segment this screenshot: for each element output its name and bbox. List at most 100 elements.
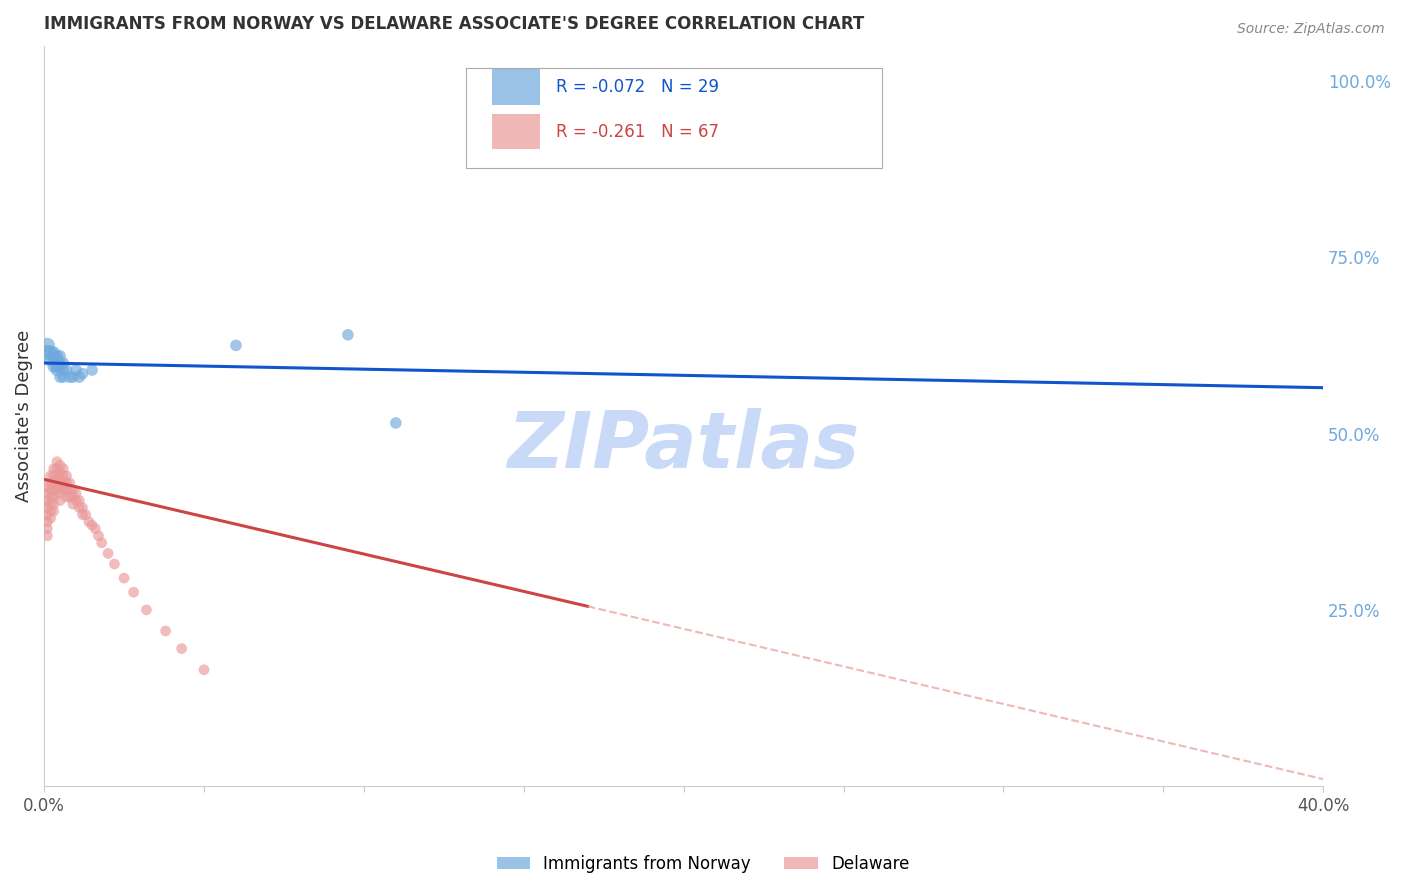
- Bar: [492, 114, 540, 149]
- Point: [45, 468, 67, 483]
- Point: [42, 352, 65, 367]
- Point: [72, 508, 94, 522]
- Point: [42, 504, 65, 518]
- Point: [52, 468, 75, 483]
- Point: [65, 486, 87, 500]
- Point: [55, 363, 77, 377]
- Point: [225, 338, 247, 352]
- Point: [45, 483, 67, 497]
- Point: [385, 416, 408, 430]
- Point: [42, 490, 65, 504]
- Point: [42, 475, 65, 490]
- Point: [45, 349, 67, 363]
- Text: Source: ZipAtlas.com: Source: ZipAtlas.com: [1237, 22, 1385, 37]
- Point: [55, 475, 77, 490]
- Legend: Immigrants from Norway, Delaware: Immigrants from Norway, Delaware: [491, 848, 915, 880]
- Point: [55, 483, 77, 497]
- Point: [65, 363, 87, 377]
- Point: [59, 490, 82, 504]
- Text: R = -0.261   N = 67: R = -0.261 N = 67: [555, 122, 718, 141]
- Point: [52, 356, 75, 370]
- Point: [90, 536, 112, 550]
- Point: [62, 483, 84, 497]
- Point: [39, 352, 62, 367]
- Point: [37, 515, 59, 529]
- Point: [67, 370, 90, 384]
- Point: [42, 359, 65, 374]
- Point: [122, 585, 145, 599]
- Point: [55, 490, 77, 504]
- Point: [59, 483, 82, 497]
- Point: [45, 356, 67, 370]
- Point: [37, 486, 59, 500]
- Point: [37, 500, 59, 515]
- Y-axis label: Associate's Degree: Associate's Degree: [15, 330, 32, 502]
- Point: [59, 370, 82, 384]
- Text: ZIPatlas: ZIPatlas: [508, 408, 859, 483]
- Point: [39, 468, 62, 483]
- Point: [39, 475, 62, 490]
- Bar: [492, 70, 540, 105]
- Point: [75, 508, 97, 522]
- Point: [49, 486, 72, 500]
- Point: [170, 641, 193, 656]
- Point: [72, 500, 94, 515]
- Point: [52, 475, 75, 490]
- Point: [45, 359, 67, 374]
- FancyBboxPatch shape: [467, 68, 882, 168]
- Point: [67, 500, 90, 515]
- Point: [42, 462, 65, 476]
- Point: [39, 504, 62, 518]
- Point: [112, 571, 135, 585]
- Point: [45, 363, 67, 377]
- Point: [77, 515, 100, 529]
- Point: [49, 472, 72, 486]
- Point: [193, 663, 215, 677]
- Point: [45, 462, 67, 476]
- Point: [49, 479, 72, 493]
- Point: [52, 370, 75, 384]
- Point: [52, 363, 75, 377]
- Point: [49, 349, 72, 363]
- Point: [39, 490, 62, 504]
- Text: R = -0.072   N = 29: R = -0.072 N = 29: [555, 78, 718, 96]
- Point: [84, 522, 107, 536]
- Text: IMMIGRANTS FROM NORWAY VS DELAWARE ASSOCIATE'S DEGREE CORRELATION CHART: IMMIGRANTS FROM NORWAY VS DELAWARE ASSOC…: [44, 15, 865, 33]
- Point: [67, 493, 90, 508]
- Point: [39, 497, 62, 511]
- Point: [87, 529, 110, 543]
- Point: [39, 483, 62, 497]
- Point: [37, 522, 59, 536]
- Point: [80, 363, 103, 377]
- Point: [39, 511, 62, 525]
- Point: [45, 455, 67, 469]
- Point: [45, 475, 67, 490]
- Point: [55, 468, 77, 483]
- Point: [80, 518, 103, 533]
- Point: [62, 370, 84, 384]
- Point: [72, 367, 94, 381]
- Point: [37, 345, 59, 359]
- Point: [42, 497, 65, 511]
- Point: [37, 493, 59, 508]
- Point: [135, 603, 157, 617]
- Point: [59, 475, 82, 490]
- Point: [49, 370, 72, 384]
- Point: [52, 462, 75, 476]
- Point: [49, 359, 72, 374]
- Point: [45, 352, 67, 367]
- Point: [42, 468, 65, 483]
- Point: [62, 497, 84, 511]
- Point: [42, 345, 65, 359]
- Point: [37, 479, 59, 493]
- Point: [39, 345, 62, 359]
- Point: [65, 493, 87, 508]
- Point: [336, 327, 359, 342]
- Point: [49, 493, 72, 508]
- Point: [52, 483, 75, 497]
- Point: [42, 483, 65, 497]
- Point: [97, 546, 120, 560]
- Point: [37, 508, 59, 522]
- Point: [49, 458, 72, 473]
- Point: [103, 557, 125, 571]
